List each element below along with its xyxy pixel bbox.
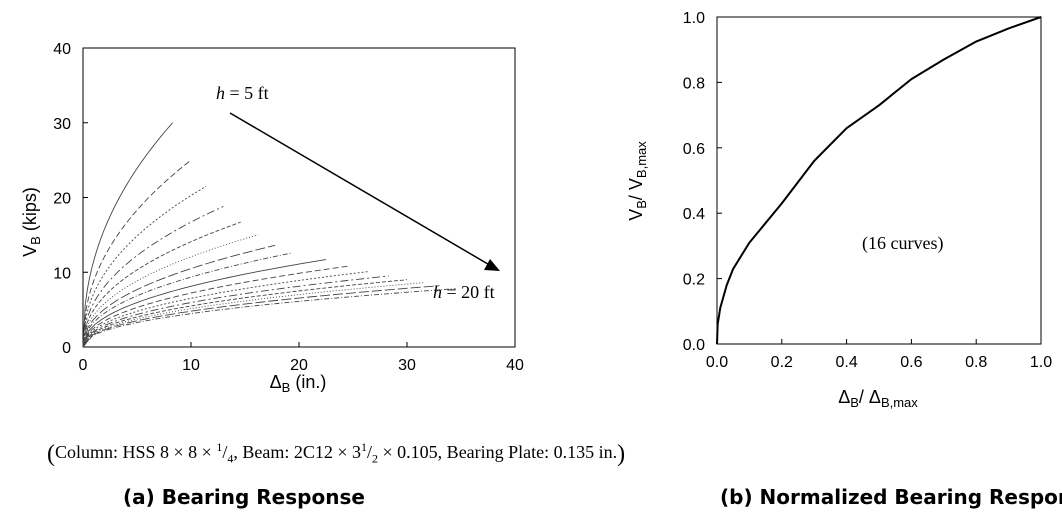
panel-a-xtick-label: 0 [79,357,88,374]
panel-b-xlabel: ΔB/ ΔB,max [838,387,918,410]
panel-a-series-line [82,244,276,348]
panel-a-series-line [82,159,192,348]
panel-b-xtick-label: 0.0 [706,354,728,371]
panel-b-xtick-label: 1.0 [1030,354,1052,371]
panel-a-xtick-label: 20 [290,357,308,374]
annotation-16-curves: (16 curves) [862,233,943,254]
panel-a-series-line [82,185,207,348]
panel-a-series-line [82,259,327,348]
panel-a-chart: 0 10 20 30 40 0 10 20 30 40 VB (kips) ΔB (in.) h … [20,41,524,395]
figure-caption: (Column: HSS 8 × 8 × 1/4, Beam: 2C12 × 3… [47,440,626,467]
panel-b-ytick-label: 0.4 [683,206,705,223]
panel-b-frame [716,16,1042,345]
panel-b-ytick-label: 1.0 [683,10,705,27]
panel-b-xtick-label: 0.4 [835,354,857,371]
panel-a-series-line [82,285,440,348]
panel-a-ytick-label: 10 [53,265,71,282]
panel-a-ytick-label: 20 [53,191,71,208]
panel-a-series-line [82,206,224,348]
panel-a-series-line [82,288,456,348]
panel-a-frame [82,47,516,348]
panel-b-ytick-label: 0.0 [683,337,705,354]
trend-arrow-head [484,259,500,271]
panel-a-xtick-label: 10 [182,357,200,374]
panel-b-ylabel: VB/ VB,max [626,141,649,221]
panel-a-series-line [82,234,259,348]
panel-b-ytick-label: 0.6 [683,141,705,158]
panel-b-xtick-label: 0.2 [771,354,793,371]
panel-a-ylabel: VB (kips) [20,187,43,257]
panel-a-series-line [82,122,173,348]
panel-a-series-line [82,252,293,348]
panel-b-ytick-label: 0.2 [683,272,705,289]
panel-a-series-line [82,279,408,348]
panel-a-series-line [82,271,370,348]
annotation-h5: h = 5 ft [216,83,269,103]
panel-b-chart: 0.0 0.2 0.4 0.6 0.8 1.0 0.0 0.2 0.4 0.6 0.8 1.0 VB/… [626,10,1052,410]
panel-a-series-line [82,265,348,348]
subtitle-a: (a) Bearing Response [123,485,365,509]
subtitle-b: (b) Normalized Bearing Response [720,485,1062,509]
panel-a-ytick-label: 40 [53,41,71,58]
panel-a-xlabel: ΔB (in.) [270,372,327,395]
panel-a-ytick-label: 0 [62,340,71,357]
panel-a-xtick-label: 40 [506,357,524,374]
panel-a-series-line [82,275,389,348]
panel-b-xtick-label: 0.6 [900,354,922,371]
panel-a-xtick-label: 30 [398,357,416,374]
trend-arrow-line [229,112,494,268]
panel-b-ytick-label: 0.8 [683,75,705,92]
panel-b-normalized-curve [716,16,1042,345]
annotation-h20: h = 20 ft [433,282,495,302]
panel-a-series-line [82,221,241,348]
panel-a-series-line [82,282,424,348]
panel-a-ytick-label: 30 [53,116,71,133]
panel-b-xtick-label: 0.8 [965,354,987,371]
